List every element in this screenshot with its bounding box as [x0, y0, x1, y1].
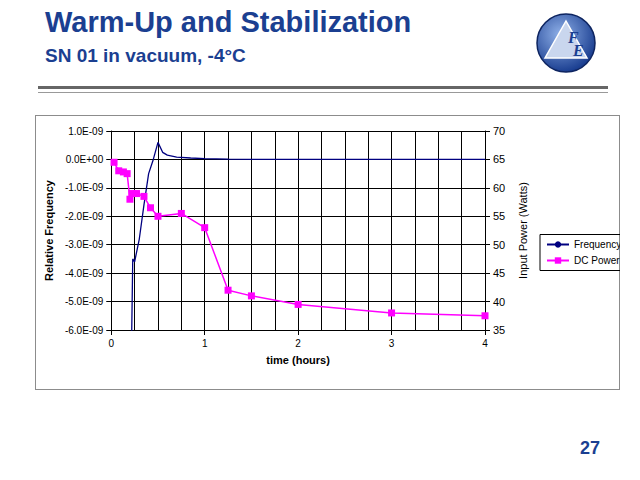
svg-text:1: 1	[202, 338, 208, 349]
svg-text:-5.0E-09: -5.0E-09	[65, 296, 104, 307]
svg-text:3: 3	[389, 338, 395, 349]
svg-text:Frequency: Frequency	[574, 239, 620, 250]
svg-text:70: 70	[493, 125, 505, 137]
svg-text:time (hours): time (hours)	[266, 354, 330, 366]
svg-text:1.0E-09: 1.0E-09	[68, 126, 103, 137]
html-text:27: 27	[580, 438, 600, 458]
svg-text:-2.0E-09: -2.0E-09	[65, 211, 104, 222]
html-text:SN 01 in vacuum, -4°C: SN 01 in vacuum, -4°C	[45, 45, 246, 66]
svg-text:55: 55	[493, 210, 505, 222]
html-text:Warm-Up and Stabilization: Warm-Up and Stabilization	[45, 6, 412, 38]
svg-text:35: 35	[493, 324, 505, 336]
svg-text:-3.0E-09: -3.0E-09	[65, 239, 104, 250]
svg-text:Relative Frequency: Relative Frequency	[43, 179, 55, 281]
svg-text:F: F	[568, 29, 579, 46]
svg-text:65: 65	[493, 153, 505, 165]
svg-text:2: 2	[295, 338, 301, 349]
svg-text:60: 60	[493, 182, 505, 194]
svg-text:4: 4	[482, 338, 488, 349]
svg-text:45: 45	[493, 267, 505, 279]
svg-text:-1.0E-09: -1.0E-09	[65, 182, 104, 193]
svg-text:50: 50	[493, 239, 505, 251]
svg-text:DC Power: DC Power	[574, 255, 620, 266]
svg-text:0.0E+00: 0.0E+00	[66, 154, 104, 165]
svg-text:-4.0E-09: -4.0E-09	[65, 268, 104, 279]
svg-text:-6.0E-09: -6.0E-09	[65, 325, 104, 336]
svg-text:Input Power (Watts): Input Power (Watts)	[517, 182, 529, 279]
svg-text:0: 0	[108, 338, 114, 349]
svg-text:40: 40	[493, 296, 505, 308]
svg-text:E: E	[572, 42, 584, 59]
